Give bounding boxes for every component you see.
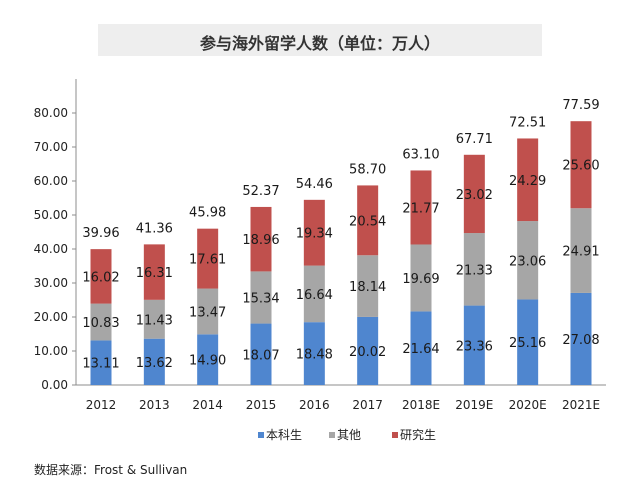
total-label: 52.37	[242, 184, 279, 199]
bar-segment-研究生	[517, 138, 539, 222]
data-label: 21.33	[456, 263, 493, 278]
bar-segment-本科生	[570, 292, 592, 385]
total-label: 67.71	[456, 132, 493, 147]
data-label: 24.29	[509, 174, 546, 189]
x-tick-label: 2020E	[509, 398, 547, 412]
x-tick-label: 2015	[246, 398, 277, 412]
data-label: 25.16	[509, 336, 546, 351]
x-tick-label: 2012	[86, 398, 117, 412]
bar-segment-研究生	[90, 249, 112, 304]
y-tick-label: 50.00	[34, 208, 68, 222]
total-label: 45.98	[189, 206, 226, 221]
data-label: 18.48	[296, 348, 333, 363]
bar-segment-研究生	[250, 206, 272, 272]
legend-swatch	[329, 432, 335, 438]
bar-segment-其他	[197, 288, 219, 335]
bar-segment-本科生	[303, 322, 325, 385]
data-label: 18.96	[242, 233, 279, 248]
data-label: 17.61	[189, 253, 226, 268]
total-label: 58.70	[349, 162, 386, 177]
y-tick-label: 60.00	[34, 174, 68, 188]
bar-segment-研究生	[410, 170, 432, 245]
legend-swatch	[392, 432, 398, 438]
data-label: 23.02	[456, 188, 493, 203]
source-note: 数据来源：Frost & Sullivan	[34, 463, 188, 477]
data-label: 25.60	[562, 159, 599, 174]
y-tick-label: 30.00	[34, 276, 68, 290]
bar-segment-其他	[570, 208, 592, 293]
data-label: 27.08	[562, 333, 599, 348]
legend-label: 其他	[337, 428, 361, 442]
data-label: 13.11	[82, 357, 119, 372]
data-label: 18.07	[242, 348, 279, 363]
chart-title-box: 参与海外留学人数（单位：万人）	[98, 24, 542, 56]
bar-segment-其他	[357, 255, 379, 317]
data-label: 10.83	[82, 316, 119, 331]
bar-segment-其他	[463, 233, 485, 306]
data-label: 15.34	[242, 291, 279, 306]
legend-label: 研究生	[400, 427, 436, 442]
bar-segment-其他	[517, 221, 539, 300]
y-tick-label: 20.00	[34, 310, 68, 324]
data-label: 13.47	[189, 305, 226, 320]
data-label: 19.69	[402, 272, 439, 287]
bar-segment-其他	[303, 265, 325, 323]
bar-segment-其他	[410, 244, 432, 312]
x-tick-label: 2019E	[455, 398, 493, 412]
y-tick-label: 70.00	[34, 140, 68, 154]
y-tick-label: 40.00	[34, 242, 68, 256]
bar-segment-研究生	[303, 199, 325, 266]
total-label: 77.59	[562, 98, 599, 113]
total-label: 72.51	[509, 115, 546, 130]
bar-segment-其他	[143, 299, 165, 339]
bar-segment-本科生	[357, 316, 379, 385]
bar-segment-本科生	[517, 299, 539, 385]
data-label: 24.91	[562, 245, 599, 260]
bar-segment-其他	[250, 271, 272, 324]
data-label: 19.34	[296, 227, 333, 242]
data-label: 21.77	[402, 201, 439, 216]
y-tick-label: 0.00	[41, 378, 68, 392]
bar-segment-研究生	[570, 121, 592, 209]
data-label: 18.14	[349, 280, 386, 295]
chart-title: 参与海外留学人数（单位：万人）	[199, 34, 440, 53]
data-label: 21.64	[402, 342, 439, 357]
bar-segment-本科生	[463, 305, 485, 385]
x-tick-label: 2017	[352, 398, 383, 412]
bar-segment-本科生	[410, 311, 432, 385]
bar-segment-研究生	[197, 228, 219, 289]
data-label: 11.43	[136, 313, 173, 328]
x-tick-label: 2021E	[562, 398, 600, 412]
y-tick-label: 10.00	[34, 344, 68, 358]
total-label: 63.10	[402, 147, 439, 162]
bar-segment-本科生	[90, 340, 112, 385]
x-tick-label: 2016	[299, 398, 330, 412]
bar-segment-研究生	[357, 185, 379, 256]
bar-segment-研究生	[463, 154, 485, 234]
y-tick-label: 80.00	[34, 106, 68, 120]
data-label: 23.06	[509, 254, 546, 269]
data-label: 16.64	[296, 288, 333, 303]
total-label: 41.36	[136, 221, 173, 236]
data-label: 16.31	[136, 266, 173, 281]
bar-segment-本科生	[197, 334, 219, 385]
data-label: 20.54	[349, 214, 386, 229]
data-label: 16.02	[82, 270, 119, 285]
total-label: 39.96	[82, 226, 119, 241]
bar-segment-本科生	[250, 323, 272, 385]
legend-label: 本科生	[266, 428, 302, 442]
bar-segment-本科生	[143, 338, 165, 385]
bar-segment-其他	[90, 303, 112, 341]
data-label: 23.36	[456, 339, 493, 354]
x-tick-label: 2014	[192, 398, 223, 412]
legend-swatch	[258, 432, 264, 438]
x-tick-label: 2018E	[402, 398, 440, 412]
total-label: 54.46	[296, 177, 333, 192]
data-label: 13.62	[136, 356, 173, 371]
data-label: 20.02	[349, 345, 386, 360]
data-label: 14.90	[189, 354, 226, 369]
x-tick-label: 2013	[139, 398, 170, 412]
bar-segment-研究生	[143, 244, 165, 300]
